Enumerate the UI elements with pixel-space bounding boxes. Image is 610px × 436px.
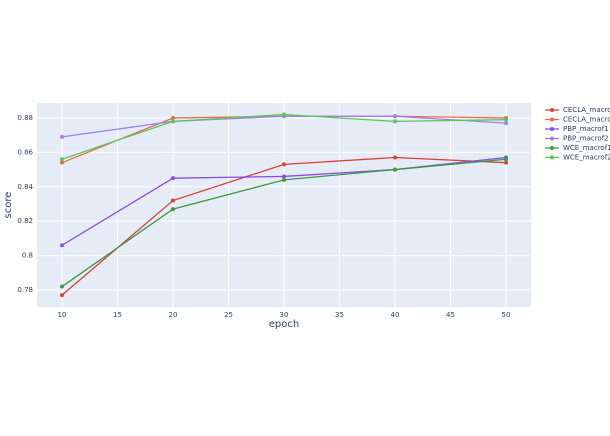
point (59, 243, 64, 248)
point (504, 160, 509, 165)
y-tick-label: 0.78 (17, 286, 33, 294)
x-axis-title: epoch (269, 319, 299, 330)
point (504, 121, 509, 126)
legend-label: WCE_macrof2 (563, 154, 610, 162)
y-tick-label: 0.88 (17, 114, 33, 122)
x-tick-label: 35 (335, 311, 344, 319)
point (59, 160, 64, 165)
legend-label: PBP_macrof1 (563, 125, 609, 133)
point (59, 157, 64, 162)
point (170, 207, 175, 212)
y-tick-label: 0.8 (22, 252, 33, 260)
y-tick-label: 0.84 (17, 183, 33, 191)
x-tick-label: 50 (502, 311, 511, 319)
legend-label: CECLA_macrof1 (563, 106, 610, 114)
x-tick-label: 25 (224, 311, 233, 319)
legend-marker (550, 146, 554, 150)
legend-label: CECLA_macrof2 (563, 116, 610, 124)
legend-marker (550, 127, 554, 131)
point (170, 176, 175, 181)
point (504, 157, 509, 162)
y-tick-label: 0.86 (17, 148, 33, 156)
legend-marker (550, 108, 554, 112)
y-tick-label: 0.82 (17, 217, 33, 225)
legend-label: WCE_macrof1 (563, 144, 610, 152)
legend-label: PBP_macrof2 (563, 135, 609, 143)
point (170, 115, 175, 120)
point (282, 112, 286, 117)
legend-marker (550, 155, 554, 160)
point (59, 293, 64, 298)
point (282, 174, 286, 179)
point (393, 155, 398, 160)
x-tick-label: 20 (169, 311, 178, 319)
x-tick-label: 45 (446, 311, 455, 319)
point (393, 167, 398, 172)
point (282, 162, 286, 167)
legend-marker (550, 136, 554, 141)
y-axis-title: score (3, 192, 14, 219)
x-tick-label: 15 (113, 311, 122, 319)
point (59, 134, 64, 139)
point (282, 177, 286, 182)
x-tick-label: 40 (391, 311, 400, 319)
point (59, 284, 64, 289)
point (504, 117, 509, 122)
x-tick-label: 30 (280, 311, 289, 319)
point (393, 119, 398, 124)
point (393, 114, 398, 119)
x-tick-label: 10 (58, 311, 67, 319)
legend-marker (550, 117, 554, 122)
point (170, 198, 175, 203)
point (170, 119, 175, 124)
